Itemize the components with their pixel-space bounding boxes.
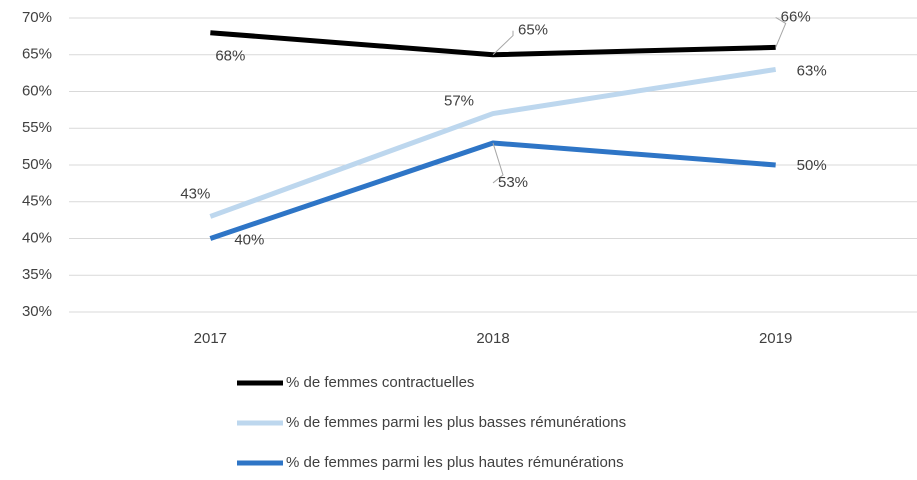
legend-label: % de femmes contractuelles [286, 374, 474, 391]
data-label: 66% [781, 8, 811, 25]
y-tick-label: 55% [22, 119, 52, 136]
y-tick-label: 35% [22, 266, 52, 283]
data-label: 68% [215, 48, 245, 65]
x-tick-label: 2019 [759, 330, 792, 347]
legend-label: % de femmes parmi les plus hautes rémuné… [286, 454, 624, 471]
legend-label: % de femmes parmi les plus basses rémuné… [286, 414, 626, 431]
y-tick-label: 50% [22, 156, 52, 173]
leader-line [492, 142, 504, 184]
data-label: 63% [797, 62, 827, 79]
data-label: 43% [180, 185, 210, 202]
x-tick-label: 2018 [476, 330, 509, 347]
y-tick-label: 70% [22, 9, 52, 26]
y-tick-label: 45% [22, 193, 52, 210]
data-label: 65% [518, 22, 548, 39]
y-tick-label: 40% [22, 229, 52, 246]
y-tick-label: 65% [22, 46, 52, 63]
x-tick-label: 2017 [194, 330, 227, 347]
y-tick-label: 60% [22, 82, 52, 99]
series-line [210, 30, 776, 58]
data-label: 50% [797, 157, 827, 174]
y-tick-label: 30% [22, 303, 52, 320]
leader-line [775, 16, 787, 48]
leader-line [492, 30, 514, 56]
data-label: 57% [444, 93, 474, 110]
data-label: 53% [498, 174, 528, 191]
series-line [209, 140, 776, 241]
data-label: 40% [234, 231, 264, 248]
series-line [209, 66, 777, 219]
